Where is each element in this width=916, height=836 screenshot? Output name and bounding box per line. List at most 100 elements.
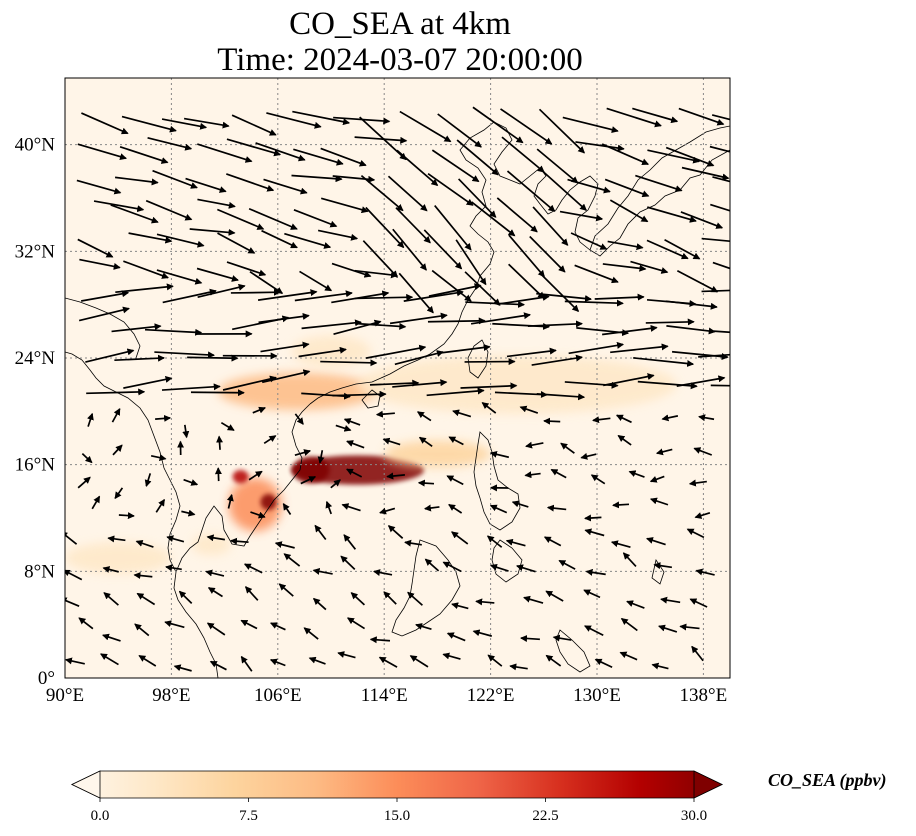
wind-arrow xyxy=(240,619,258,630)
wind-arrow xyxy=(602,324,658,336)
wind-arrow xyxy=(660,596,681,604)
wind-arrow xyxy=(333,319,382,336)
wind-arrow xyxy=(340,555,356,570)
wind-arrow xyxy=(263,435,277,445)
colorbar: 0.0 7.5 15.0 22.5 30.0 xyxy=(71,770,723,824)
colorbar-tick-label: 0.0 xyxy=(91,808,110,824)
wind-arrow xyxy=(226,138,282,157)
wind-arrow xyxy=(332,390,387,398)
wind-arrow xyxy=(423,504,440,512)
wind-arrow xyxy=(665,146,715,167)
wind-arrow xyxy=(248,207,298,230)
wind-arrow xyxy=(345,468,363,478)
wind-arrow xyxy=(679,623,700,631)
wind-arrow xyxy=(365,344,427,359)
wind-arrow xyxy=(475,598,495,606)
wind-arrow xyxy=(230,288,281,296)
wind-arrow xyxy=(222,375,277,391)
wind-arrow xyxy=(519,405,539,414)
colorbar-tick-label: 30.0 xyxy=(681,808,707,824)
wind-arrow xyxy=(386,472,405,480)
wind-arrow xyxy=(284,232,332,249)
wind-arrow xyxy=(301,319,362,330)
wind-arrow xyxy=(427,317,486,325)
wind-arrow xyxy=(538,108,585,154)
wind-arrow xyxy=(282,502,292,515)
wind-arrow xyxy=(209,660,227,671)
wind-arrow xyxy=(362,240,398,278)
wind-arrow xyxy=(383,591,397,605)
wind-arrow xyxy=(481,402,497,414)
wind-arrow xyxy=(185,177,227,193)
wind-arrow xyxy=(205,569,225,577)
wind-arrow xyxy=(356,322,407,330)
map-title: CO_SEA at 4km xyxy=(289,6,511,42)
wind-arrow xyxy=(387,175,428,212)
wind-arrow xyxy=(601,143,650,166)
wind-arrow xyxy=(197,143,253,163)
wind-arrow xyxy=(162,288,217,304)
wind-arrow xyxy=(266,112,322,129)
wind-arrow xyxy=(464,271,501,306)
wind-arrow xyxy=(293,209,338,228)
wind-arrow xyxy=(189,228,236,236)
wind-arrow xyxy=(506,170,556,212)
wind-arrow xyxy=(100,653,119,666)
wind-arrow xyxy=(536,148,579,184)
wind-arrow xyxy=(112,444,123,456)
wind-arrow xyxy=(346,440,365,449)
wind-arrow xyxy=(343,534,357,550)
wind-arrow xyxy=(681,166,730,181)
wind-arrow xyxy=(653,562,673,570)
wind-arrow xyxy=(389,312,448,325)
colorbar-ticks: 0.0 7.5 15.0 22.5 30.0 xyxy=(91,798,707,824)
wind-arrow xyxy=(111,323,162,333)
wind-arrow xyxy=(455,239,487,286)
wind-arrow xyxy=(630,260,669,274)
co-plume-4 xyxy=(260,494,277,510)
wind-arrow xyxy=(123,260,169,279)
longitude-tick-labels: 90°E 98°E 106°E 114°E 122°E 130°E 138°E xyxy=(46,685,727,706)
wind-arrow xyxy=(155,498,166,513)
wind-arrow xyxy=(570,232,608,250)
wind-arrow xyxy=(647,206,697,223)
wind-arrow xyxy=(245,586,259,601)
wind-arrow xyxy=(294,413,304,425)
wind-arrow xyxy=(664,238,701,260)
lon-tick-label: 114°E xyxy=(361,685,408,706)
wind-arrow xyxy=(437,344,491,355)
wind-arrow xyxy=(133,572,153,580)
wind-arrow xyxy=(255,142,306,162)
wind-arrow xyxy=(712,261,730,270)
wind-arrow xyxy=(263,178,308,195)
wind-arrow xyxy=(442,561,462,573)
wind-arrow xyxy=(543,536,562,547)
wind-arrow xyxy=(331,262,372,278)
wind-arrow xyxy=(78,617,94,630)
lon-tick-label: 122°E xyxy=(467,685,515,706)
wind-arrow xyxy=(539,272,580,313)
wind-arrow xyxy=(269,622,286,631)
wind-arrow xyxy=(701,237,730,243)
wind-arrow xyxy=(546,504,567,512)
co-plume-0 xyxy=(217,372,378,411)
wind-arrow xyxy=(661,414,679,422)
wind-arrow xyxy=(81,453,93,464)
wind-arrow xyxy=(103,592,119,606)
wind-arrow xyxy=(86,388,146,396)
wind-arrow xyxy=(403,289,464,302)
wind-arrow xyxy=(395,207,431,244)
wind-arrow xyxy=(293,148,344,166)
wind-arrow xyxy=(258,312,310,324)
wind-arrow xyxy=(426,387,485,397)
wind-arrow xyxy=(688,479,707,487)
wind-arrow xyxy=(460,382,518,390)
colorbar-label: CO_SEA (ppbv) xyxy=(768,770,887,790)
wind-arrow xyxy=(622,552,637,568)
wind-arrow xyxy=(77,238,114,258)
wind-arrow xyxy=(226,261,267,277)
wind-arrow xyxy=(150,454,167,462)
wind-arrow xyxy=(350,592,366,606)
wind-arrow xyxy=(545,590,564,602)
wind-arrow xyxy=(119,145,169,164)
